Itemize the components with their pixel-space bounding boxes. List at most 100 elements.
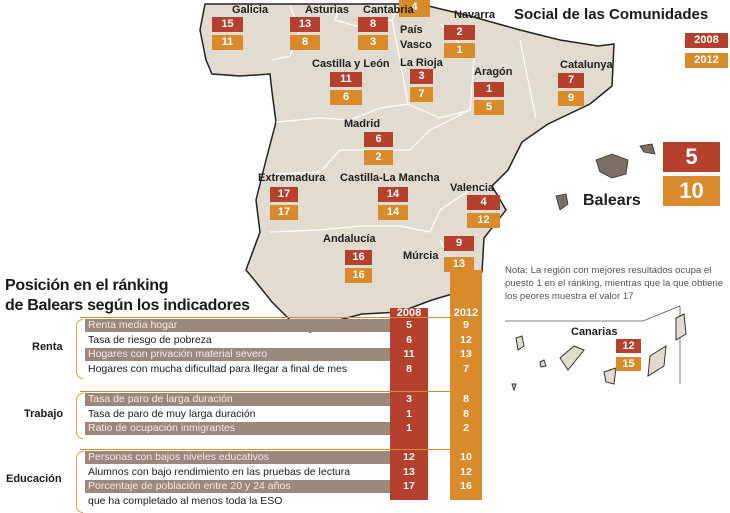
rank-2012-box: 9: [558, 91, 584, 106]
group-separator: [80, 317, 482, 318]
value-2012: 2: [463, 422, 469, 435]
group-brace: [76, 319, 83, 380]
legend-2012: 2012: [685, 53, 728, 68]
table-title: Posición en el ránking de Balears según …: [5, 276, 250, 316]
value-2008: 13: [403, 465, 415, 478]
value-2008: 11: [403, 348, 415, 361]
rank-2008-box: 1: [474, 82, 504, 97]
region-label-canarias: Canarias: [571, 326, 618, 338]
region-label: Castilla y León: [312, 58, 390, 70]
legend-2008: 2008: [685, 33, 728, 48]
region-label: Galicia: [232, 4, 269, 16]
rank-2012-box: 17: [270, 205, 298, 220]
value-2012: 10: [460, 451, 472, 463]
balears-2008-box: 5: [663, 142, 720, 172]
value-2008: 3: [406, 393, 412, 405]
partial-value-box: 4: [399, 0, 430, 17]
value-2008: 12: [403, 451, 415, 463]
canarias-inset: [505, 305, 687, 392]
region-label: Navarra: [454, 9, 495, 21]
rank-2012-box: 7: [410, 87, 433, 102]
rank-2012-box: 11: [212, 35, 243, 50]
value-2012: 16: [460, 480, 472, 493]
canarias-2008-box: 12: [616, 339, 641, 353]
header-2012: 2012: [453, 307, 479, 319]
column-2012: [450, 270, 482, 500]
region-label: La Rioja: [400, 57, 443, 69]
region-label-balears: Balears: [583, 192, 641, 209]
value-2008: 8: [406, 362, 412, 375]
rank-2008-box: 3: [410, 69, 433, 84]
rank-2012-box: 14: [378, 205, 408, 220]
indicator-row: Porcentaje de población entre 20 y 24 añ…: [85, 480, 390, 494]
balears-2012-box: 10: [663, 176, 720, 206]
region-label: Andalucía: [323, 233, 376, 245]
group-label: Trabajo: [24, 407, 64, 420]
rank-2008-box: 4: [467, 195, 500, 210]
region-label: Catalunya: [560, 59, 613, 71]
value-2012: 8: [463, 407, 469, 420]
indicator-row: Hogares con mucha dificultad para llegar…: [88, 362, 348, 375]
rank-2008-box: 6: [364, 132, 393, 147]
value-2008: 6: [406, 333, 412, 346]
rank-2008-box: 7: [558, 73, 584, 88]
indicator-row: Ratio de ocupación inmigrantes: [85, 422, 390, 436]
balearic-islands: [555, 143, 656, 211]
region-label: País Vasco: [400, 24, 432, 51]
header-2008: 2008: [396, 307, 422, 319]
value-2012: 12: [460, 465, 472, 478]
value-2012: 9: [463, 319, 469, 331]
indicator-row: Renta media hogar: [85, 319, 390, 332]
value-2012: 13: [460, 348, 472, 361]
value-2012: 7: [463, 362, 469, 375]
rank-2008-box: 2: [444, 25, 475, 40]
region-label: Asturias: [305, 4, 350, 16]
canarias-2012-box: 15: [616, 357, 641, 371]
indicator-row: Personas con bajos niveles educativos: [85, 451, 390, 464]
region-label: Extremadura: [258, 172, 326, 184]
rank-2008-box: 15: [212, 17, 243, 32]
rank-2012-box: 2: [364, 150, 393, 165]
value-2008: 17: [403, 480, 415, 493]
group-brace: [76, 451, 83, 513]
indicator-row: Tasa de riesgo de pobreza: [88, 333, 212, 346]
value-2008: 5: [406, 319, 412, 331]
note-text: Nota: La región con mejores resultados o…: [505, 265, 724, 302]
map-title: Social de las Comunidades: [514, 6, 709, 23]
region-label: Castilla-La Mancha: [340, 172, 440, 184]
rank-2012-box: 1: [444, 43, 475, 58]
rank-2008-box: 14: [378, 187, 408, 202]
indicator-row: Tasa de paro de larga duración: [85, 393, 390, 406]
indicator-row: Hogares con privación material severo: [85, 348, 390, 362]
group-separator: [80, 449, 482, 450]
value-2008: 1: [406, 422, 412, 435]
region-label: Cantabria: [363, 4, 414, 16]
region-label: Aragón: [474, 66, 513, 78]
group-brace: [76, 393, 83, 439]
rank-2012-box: 8: [290, 35, 320, 50]
value-2008: 1: [406, 407, 412, 420]
rank-2008-box: 11: [330, 72, 362, 87]
rank-2012-box: 3: [358, 35, 388, 50]
table-title-line2: de Balears según los indicadores: [5, 297, 250, 314]
rank-2012-box: 5: [474, 100, 504, 115]
rank-2008-box: 9: [444, 236, 474, 251]
value-2012: 8: [463, 393, 469, 405]
rank-2012-box: 13: [444, 257, 474, 272]
group-separator: [80, 391, 482, 392]
rank-2012-box: 16: [345, 268, 372, 283]
column-2008: [390, 308, 428, 500]
indicator-row: Alumnos con bajo rendimiento en las prue…: [88, 465, 351, 478]
rank-2008-box: 13: [290, 17, 320, 32]
value-2012: 12: [460, 333, 472, 346]
rank-2008-box: 8: [358, 17, 388, 32]
rank-2012-box: 12: [467, 213, 500, 228]
indicator-row: Tasa de paro de muy larga duración: [88, 407, 256, 420]
rank-2012-box: 6: [330, 90, 362, 105]
rank-2008-box: 16: [345, 250, 372, 265]
region-label: Valencia: [450, 182, 495, 194]
indicator-row: que ha completado al menos toda la ESO: [88, 494, 283, 507]
group-label: Renta: [32, 341, 63, 354]
rank-2008-box: 17: [270, 187, 298, 202]
region-label: Madrid: [344, 118, 381, 130]
